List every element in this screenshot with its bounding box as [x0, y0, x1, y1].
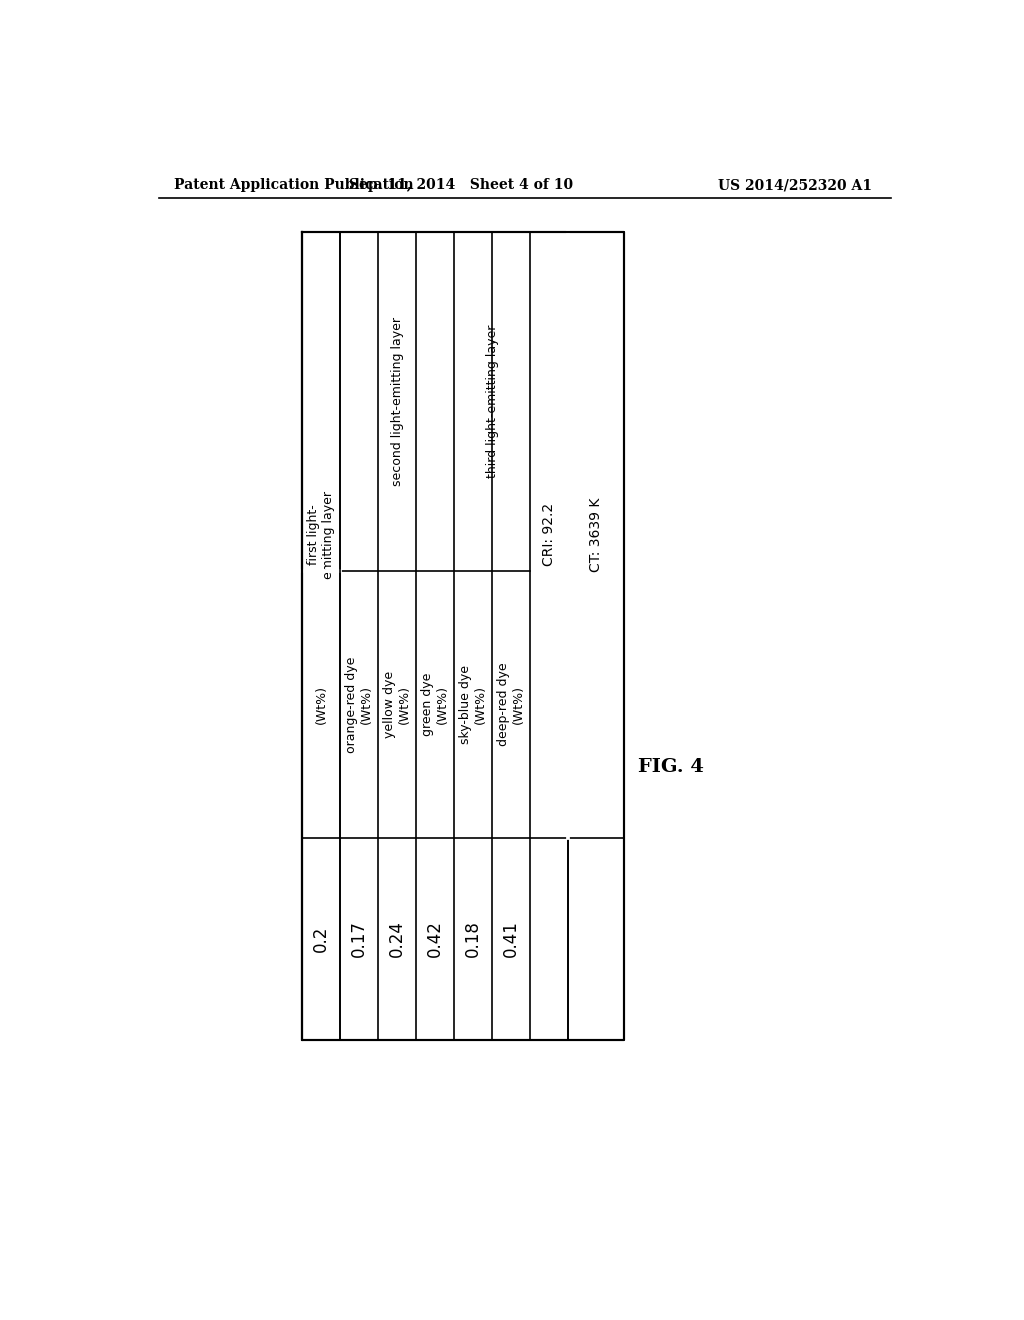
- Text: 0.42: 0.42: [426, 920, 444, 957]
- Text: first light-
emitting layer: first light- emitting layer: [307, 491, 335, 578]
- Text: 0.17: 0.17: [350, 920, 369, 957]
- Text: (Wt%): (Wt%): [314, 685, 328, 725]
- Text: orange-red dye
(Wt%): orange-red dye (Wt%): [345, 656, 374, 752]
- Text: US 2014/252320 A1: US 2014/252320 A1: [718, 178, 872, 193]
- Text: deep-red dye
(Wt%): deep-red dye (Wt%): [497, 663, 525, 746]
- Text: green dye
(Wt%): green dye (Wt%): [421, 673, 450, 737]
- Text: 0.41: 0.41: [502, 920, 520, 957]
- Text: 0.24: 0.24: [388, 920, 407, 957]
- Text: 0.2: 0.2: [312, 925, 331, 952]
- Text: FIG. 4: FIG. 4: [638, 758, 703, 776]
- Text: yellow dye
(Wt%): yellow dye (Wt%): [383, 671, 412, 738]
- Text: Patent Application Publication: Patent Application Publication: [174, 178, 414, 193]
- Text: sky-blue dye
(Wt%): sky-blue dye (Wt%): [459, 665, 487, 744]
- Text: third light-emitting layer: third light-emitting layer: [485, 325, 499, 478]
- Text: second light-emitting layer: second light-emitting layer: [391, 317, 403, 486]
- Text: CT: 3639 K: CT: 3639 K: [589, 498, 603, 572]
- Text: CRI: 92.2: CRI: 92.2: [542, 503, 556, 566]
- Text: Sep. 11, 2014   Sheet 4 of 10: Sep. 11, 2014 Sheet 4 of 10: [349, 178, 573, 193]
- Text: 0.18: 0.18: [464, 920, 482, 957]
